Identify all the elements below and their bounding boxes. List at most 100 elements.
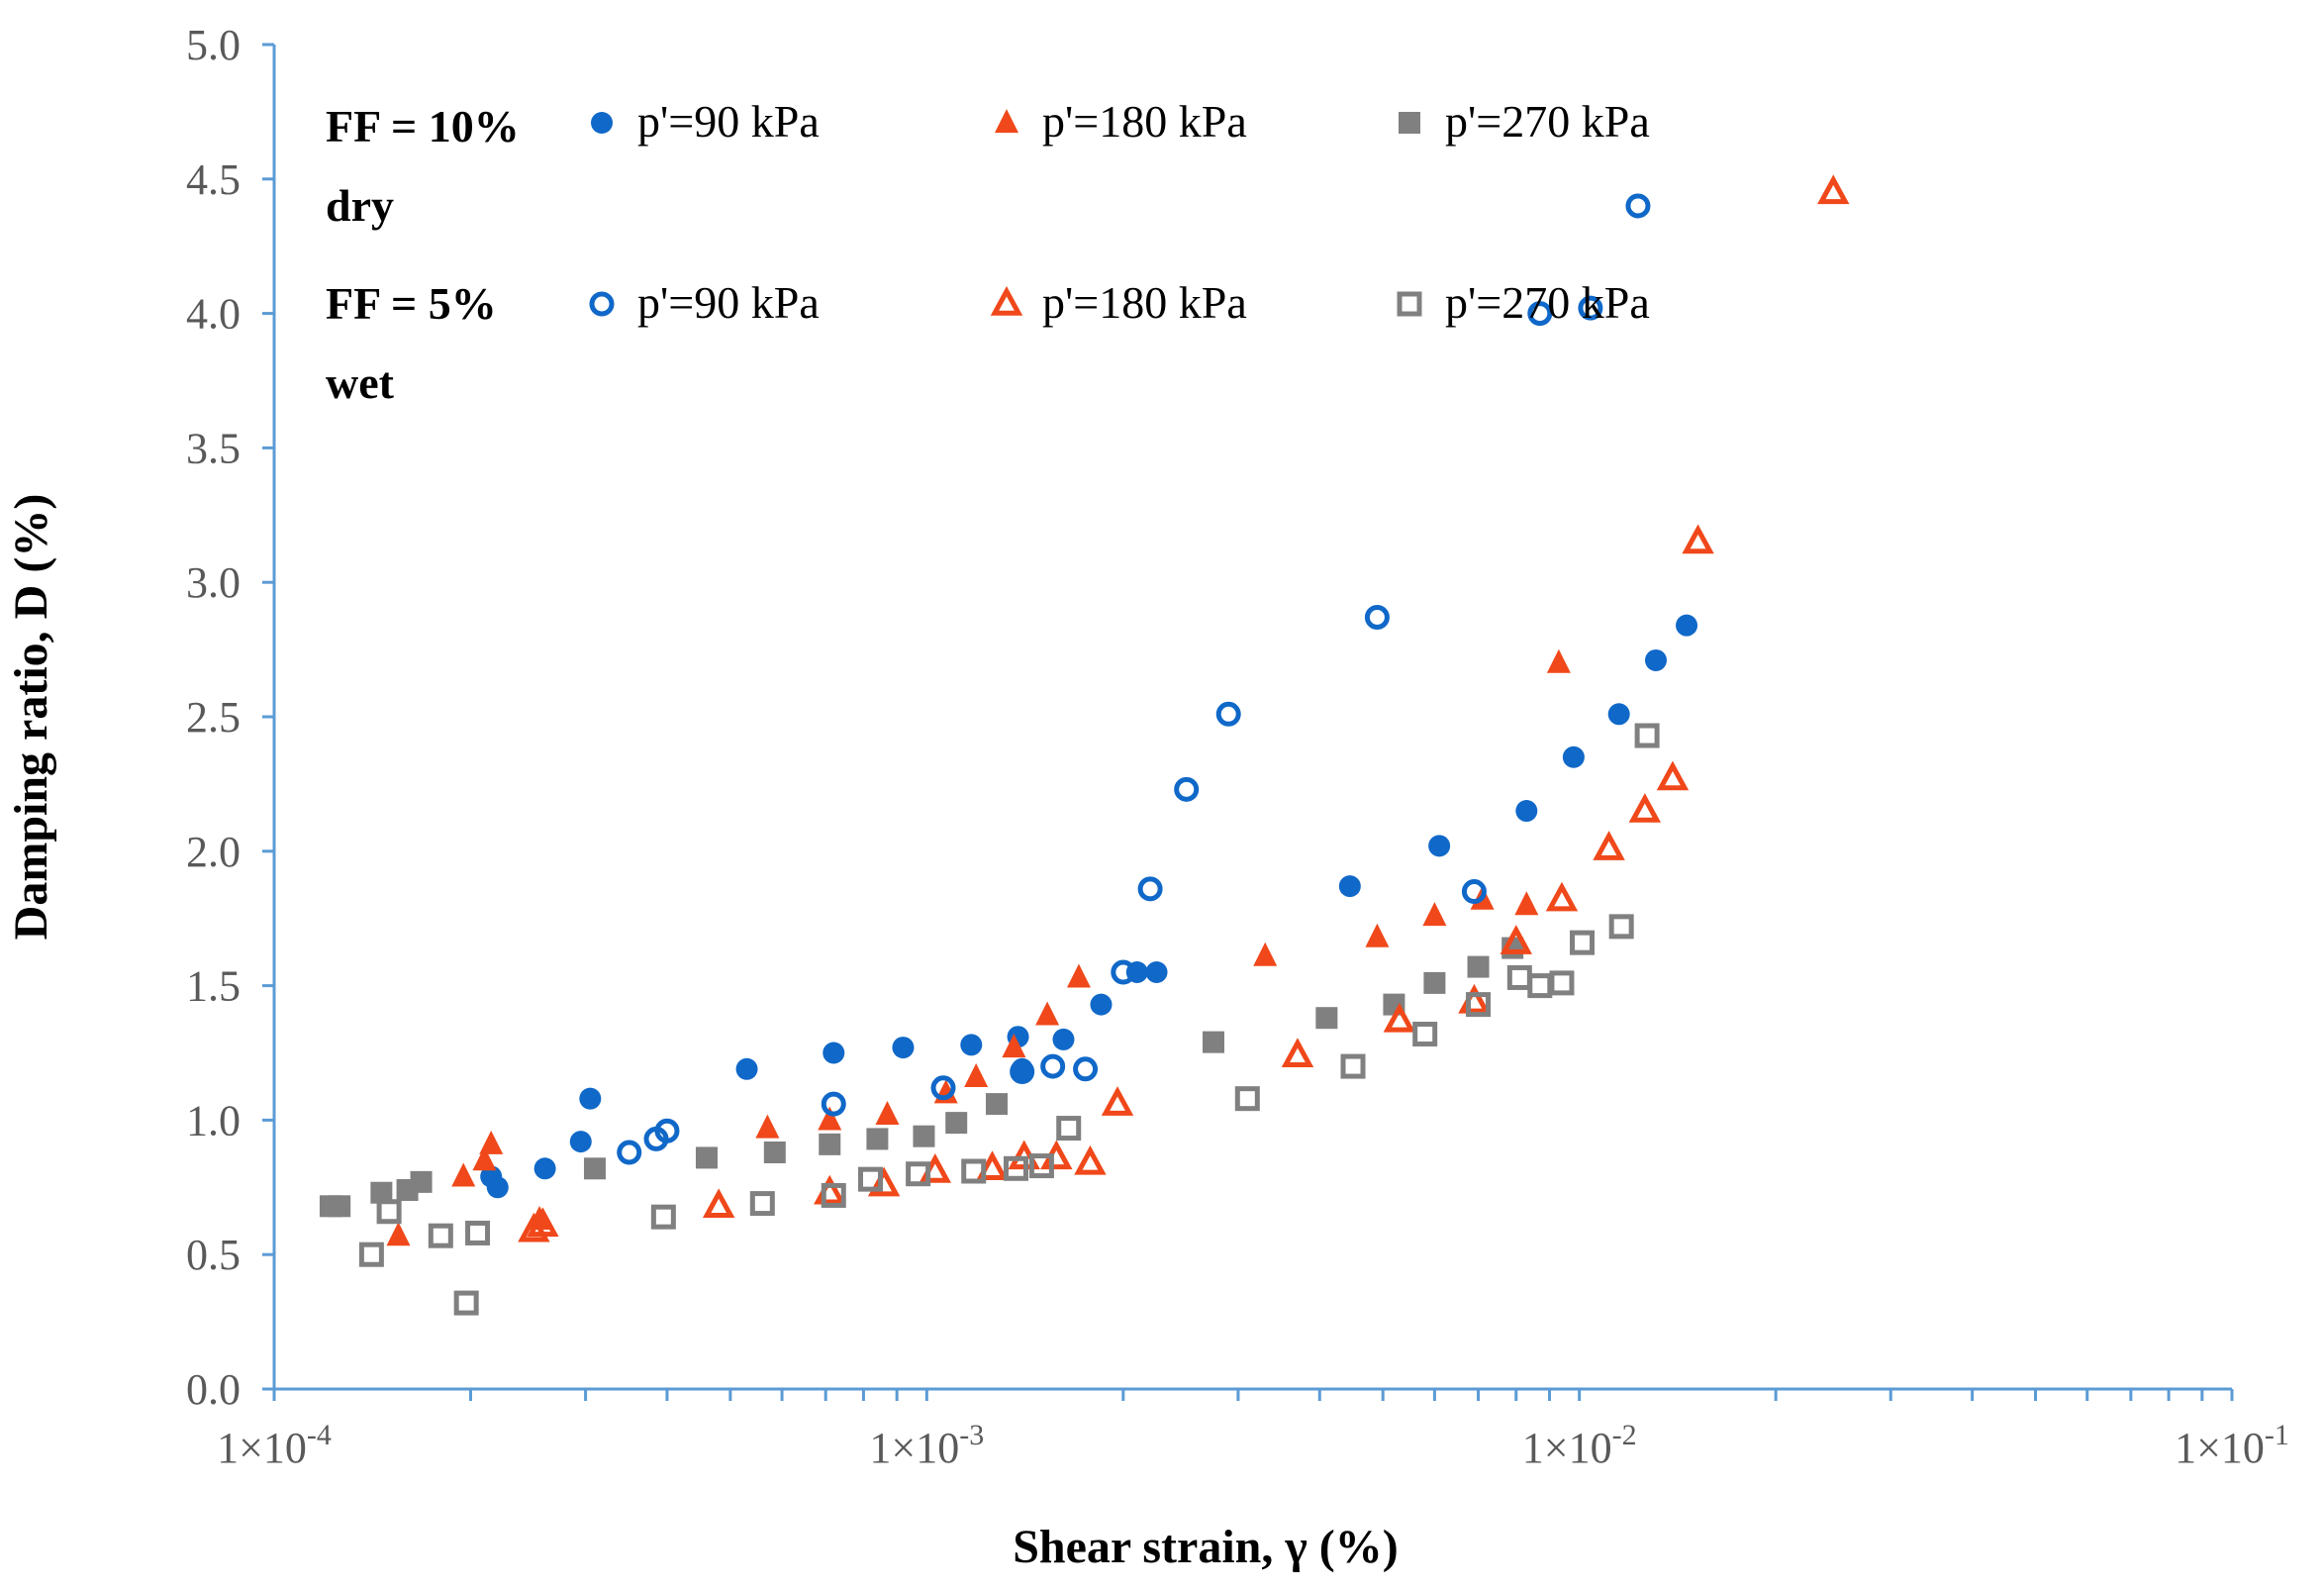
data-point (1203, 1031, 1224, 1053)
data-point (1461, 879, 1487, 905)
data-point (479, 1130, 504, 1154)
data-point (1111, 959, 1136, 985)
data-point (930, 1075, 956, 1101)
data-point (1466, 992, 1492, 1018)
data-point (1090, 993, 1113, 1016)
legend-label-ff5-270kpa: p'=270 kPa (1445, 277, 1650, 328)
data-point (1607, 703, 1630, 726)
y-axis-title: Damping ratio, D (%) (5, 494, 57, 941)
data-point (1412, 1021, 1438, 1046)
data-point (1174, 776, 1200, 802)
data-point (1467, 955, 1490, 978)
x-tick-label: 1×10-4 (217, 1419, 332, 1472)
data-point (1500, 925, 1532, 954)
x-axis-title: Shear strain, γ (%) (1013, 1521, 1399, 1573)
data-point (453, 1290, 479, 1316)
data-point (1074, 1144, 1107, 1175)
data-point (1073, 1056, 1099, 1082)
data-point (1682, 524, 1714, 554)
series-ff5-wet-circle (617, 193, 1651, 1165)
data-point (821, 1182, 846, 1208)
data-point (695, 1146, 718, 1169)
data-point (1423, 971, 1446, 994)
data-point (579, 1087, 602, 1110)
data-point (1676, 614, 1698, 637)
legend-marker-open-triangle (990, 286, 1023, 316)
data-point (1145, 961, 1168, 984)
y-tick-label: 1.5 (186, 962, 241, 1011)
data-point (1545, 881, 1579, 912)
data-point (1422, 902, 1447, 927)
x-tick-label: 1×10-2 (1522, 1419, 1637, 1472)
data-point (1527, 301, 1553, 327)
y-tick-label: 0.5 (186, 1231, 241, 1279)
legend-marker-open-circle (589, 291, 615, 317)
data-point (583, 1157, 606, 1180)
data-point (1634, 723, 1660, 748)
data-point (1340, 1053, 1366, 1079)
legend-marker-filled-circle (591, 112, 613, 134)
data-point (1817, 174, 1850, 205)
data-point (533, 1157, 556, 1180)
data-point (451, 1162, 476, 1187)
y-tick-label: 3.0 (186, 558, 241, 607)
data-point (1428, 835, 1451, 857)
data-point (818, 1106, 842, 1131)
data-point (1003, 1155, 1028, 1181)
data-point (1514, 891, 1539, 916)
legend-group-2-title: FF = 5% (326, 278, 497, 329)
data-point (1656, 760, 1690, 791)
x-tick-label: 1×10-3 (869, 1419, 984, 1472)
data-point (386, 1222, 411, 1246)
plot-area: 1×10-4 1×10-3 1×10-2 1×10-1 0.0 0.5 1.0 1.5 2.0… (186, 21, 2289, 1472)
data-point (823, 1042, 845, 1064)
data-point (1137, 876, 1163, 902)
y-tick-label: 4.0 (186, 290, 241, 339)
data-point (1562, 745, 1585, 768)
series-ff10-dry-triangle (386, 648, 1571, 1246)
data-point (472, 1146, 497, 1171)
data-point (1527, 973, 1553, 999)
legend-symbol (1397, 291, 1422, 317)
data-point (1035, 1001, 1060, 1026)
legend-label-ff5-90kpa: p'=90 kPa (637, 277, 820, 328)
y-axis-ticks (262, 43, 274, 1391)
y-tick-label: 2.5 (186, 693, 241, 742)
data-point (1383, 1002, 1416, 1033)
data-point (875, 1101, 900, 1126)
data-point (410, 1170, 433, 1193)
x-tick-label: 1×10-1 (2175, 1419, 2289, 1472)
legend-label-ff10-270kpa: p'=270 kPa (1445, 96, 1650, 147)
legend-label-ff5-180kpa: p'=180 kPa (1042, 277, 1247, 328)
data-point (866, 1128, 889, 1150)
data-point (913, 1125, 935, 1147)
data-point (749, 1191, 775, 1217)
x-axis-ticks (272, 1389, 2234, 1401)
data-point (906, 1161, 931, 1187)
data-point (945, 1112, 968, 1135)
data-point (1578, 295, 1603, 321)
y-axis-tick-labels: 0.0 0.5 1.0 1.5 2.0 2.5 3.0 3.5 4.0 4.5 5.0 (186, 21, 241, 1414)
data-point (961, 1158, 987, 1184)
data-point (1628, 793, 1662, 823)
data-point (1570, 930, 1596, 955)
data-point (1549, 970, 1575, 996)
data-point (650, 1204, 676, 1230)
data-point (821, 1091, 846, 1117)
data-point (735, 1057, 758, 1080)
data-point (370, 1181, 393, 1204)
x-axis-tick-labels: 1×10-4 1×10-3 1×10-2 1×10-1 (217, 1419, 2289, 1472)
data-point (976, 1150, 1009, 1181)
legend-marker-filled-triangle (995, 109, 1018, 134)
data-point (1253, 942, 1278, 966)
data-point (1234, 1086, 1260, 1112)
legend-group-1-subtitle: dry (326, 180, 394, 231)
data-point (1608, 914, 1634, 940)
legend-symbol (589, 291, 615, 317)
data-point (1593, 831, 1625, 860)
y-tick-label: 0.0 (186, 1365, 241, 1414)
data-point (964, 1063, 989, 1088)
data-point (1338, 875, 1361, 898)
data-point (1364, 605, 1390, 631)
